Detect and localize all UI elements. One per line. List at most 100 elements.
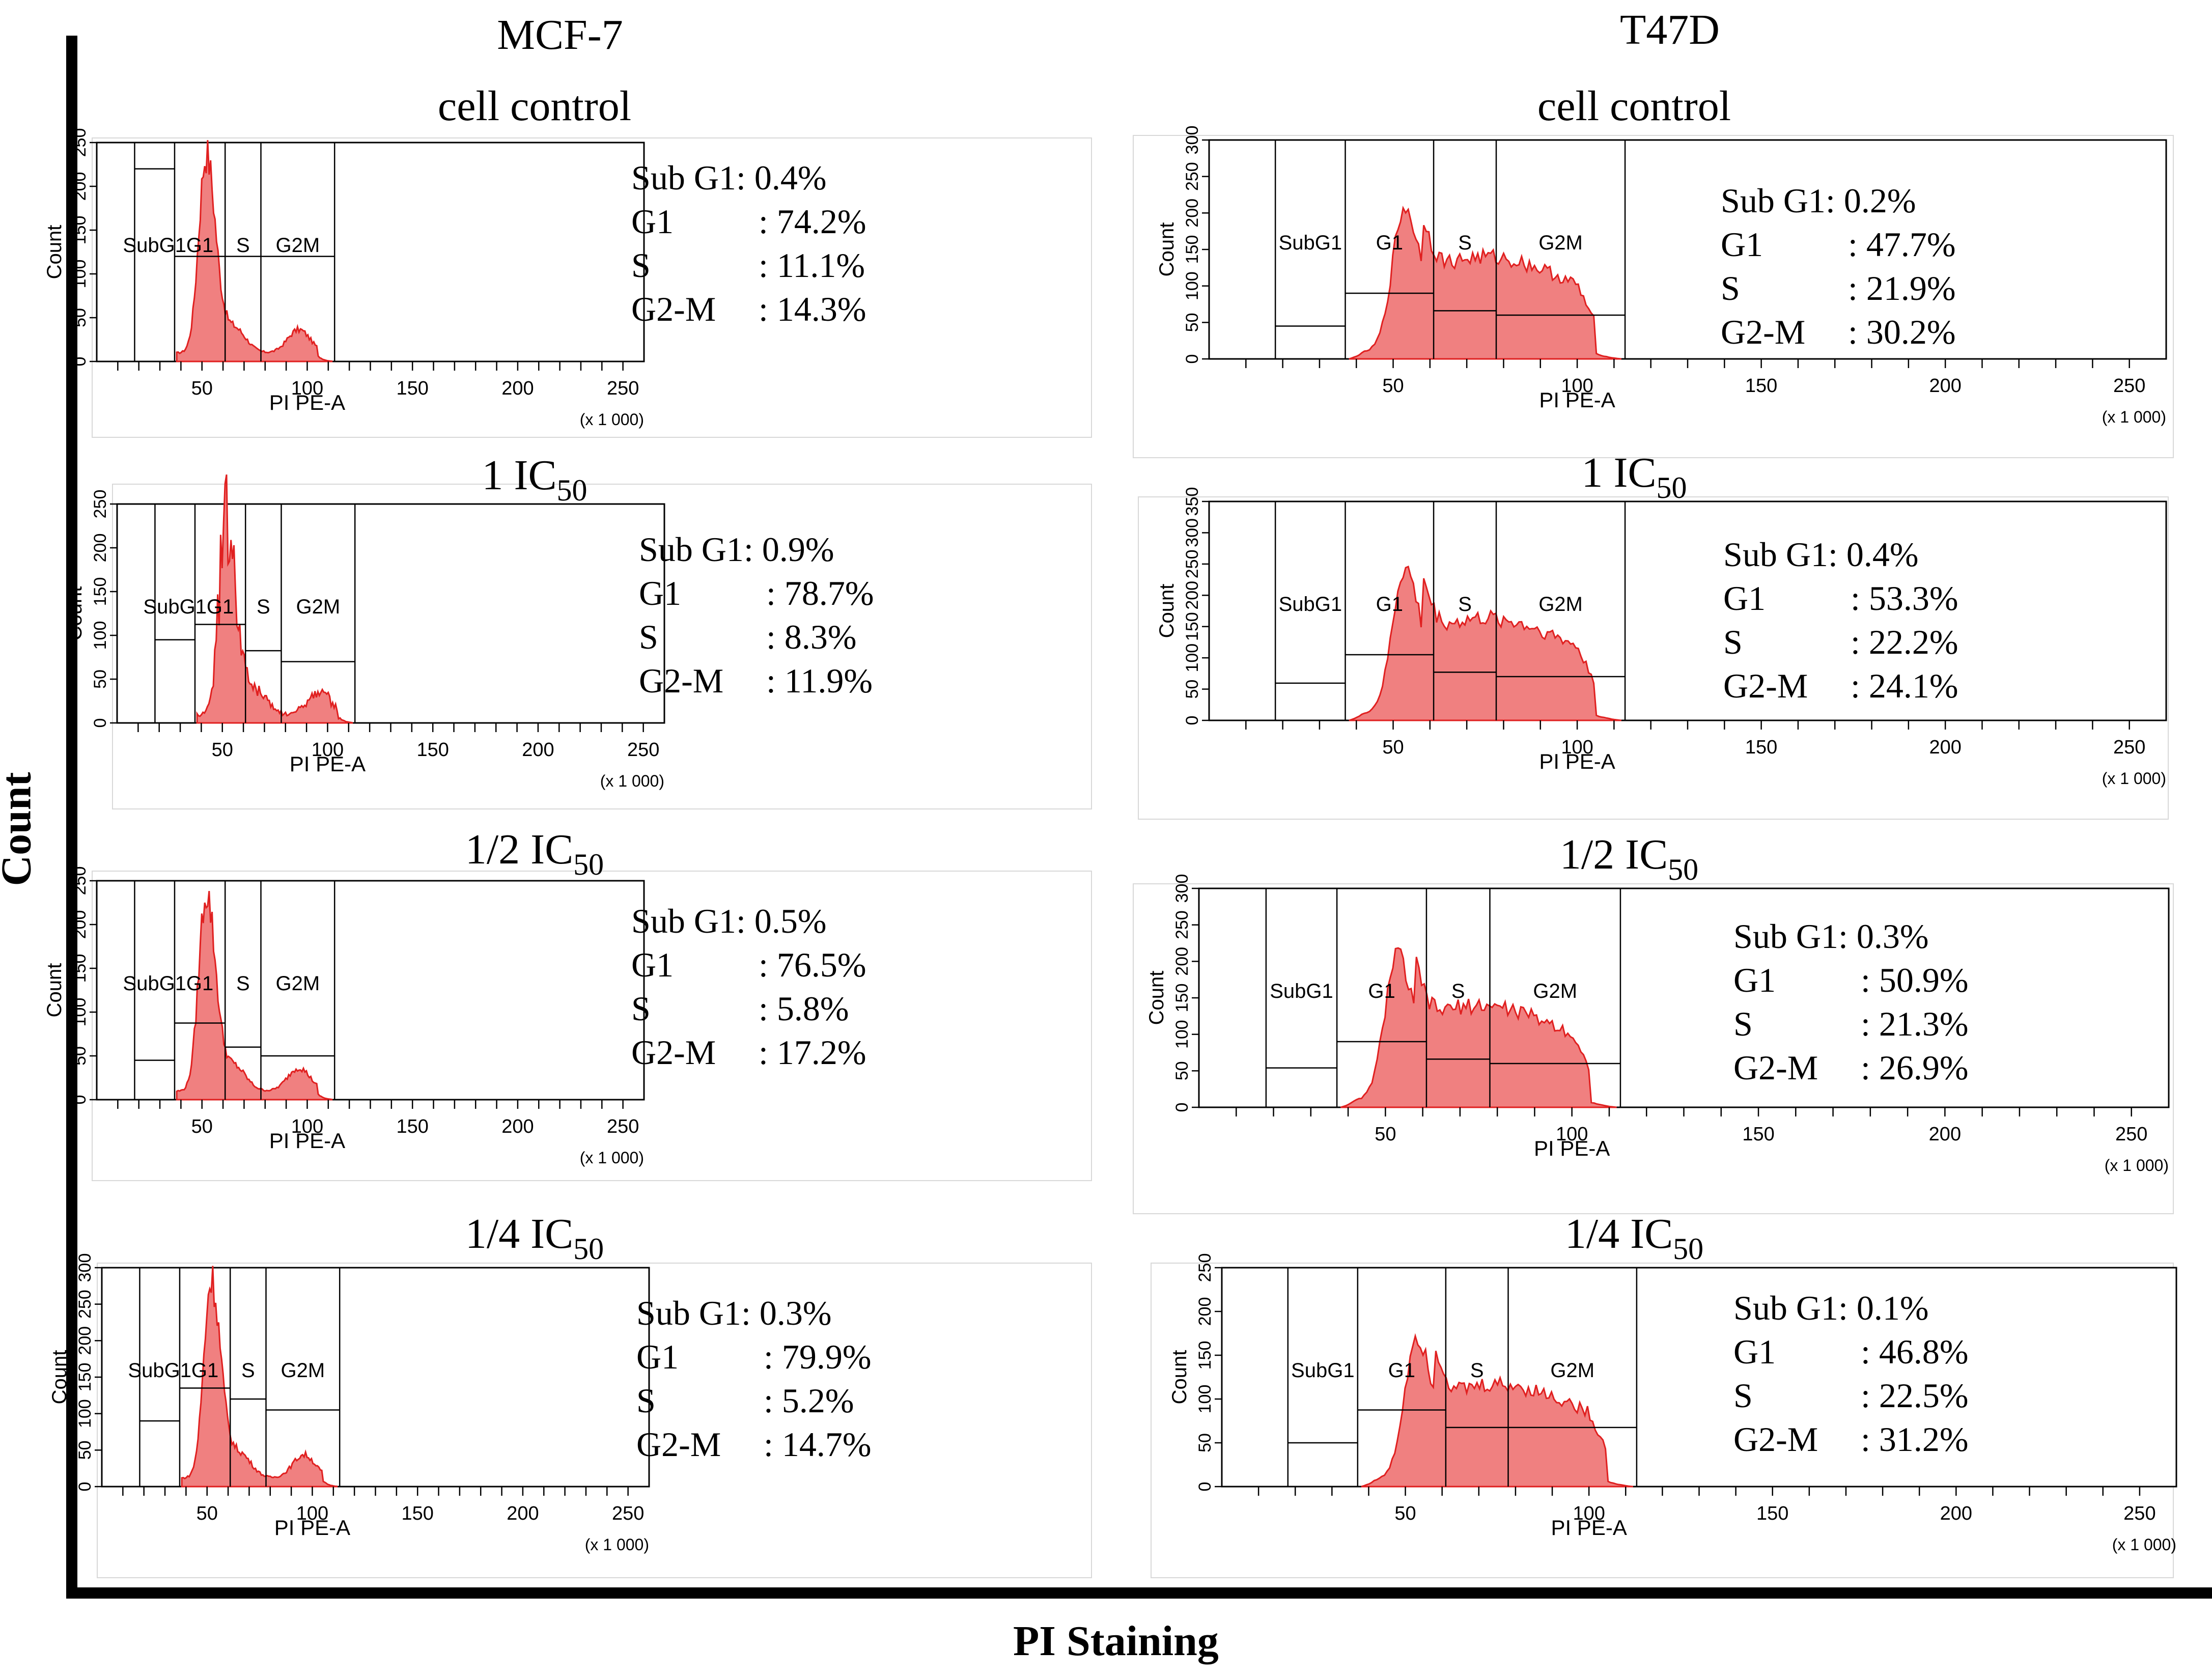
stat-label: G2-M bbox=[1723, 666, 1808, 705]
histogram-area bbox=[181, 1266, 338, 1488]
gate-label: S bbox=[1470, 1359, 1484, 1382]
condition-subscript: 50 bbox=[556, 473, 587, 507]
gate-label: S bbox=[236, 972, 250, 995]
x-tick-label: 50 bbox=[191, 378, 213, 399]
plot-area bbox=[96, 142, 645, 362]
stat-value: : 0.2% bbox=[1825, 181, 1916, 220]
y-tick-label: 50 bbox=[75, 1440, 95, 1460]
gate-label: G1 bbox=[1388, 1359, 1415, 1382]
stat-label: S bbox=[1733, 1004, 1753, 1043]
y-tick-label: 100 bbox=[1172, 1020, 1192, 1049]
figure-x-title: PI Staining bbox=[1013, 1617, 1219, 1665]
stat-label: Sub G1 bbox=[631, 902, 736, 940]
x-tick-label: 100 bbox=[1561, 737, 1593, 758]
gate-label: G2M bbox=[1550, 1359, 1594, 1382]
stat-row-sub-g1: Sub G1: 0.5% bbox=[631, 901, 866, 945]
stat-row-s: S: 8.3% bbox=[639, 617, 874, 661]
gate-label: G2M bbox=[276, 972, 320, 995]
x-axis-label: PI PE-A bbox=[1551, 1516, 1627, 1540]
phase-stats: Sub G1: 0.2% G1: 47.7% S: 21.9% G2-M: 30.2% bbox=[1721, 181, 1956, 356]
condition-subscript: 50 bbox=[573, 1232, 604, 1266]
stat-label: G1 bbox=[631, 202, 674, 241]
y-tick-label: 350 bbox=[1183, 487, 1202, 516]
stat-row-g2m: G2-M: 11.9% bbox=[639, 661, 874, 705]
x-scale-note: (x 1 000) bbox=[580, 410, 644, 429]
x-tick-label: 150 bbox=[1742, 1124, 1774, 1145]
stat-value: : 53.3% bbox=[1851, 579, 1958, 618]
stat-value: : 22.5% bbox=[1861, 1376, 1969, 1415]
condition-label: 1/2 IC50 bbox=[305, 825, 764, 882]
gate-label: S bbox=[1451, 980, 1465, 1002]
stat-label: G1 bbox=[1733, 961, 1776, 999]
y-axis-label: Count bbox=[48, 1350, 71, 1405]
y-tick-label: 250 bbox=[91, 490, 110, 519]
stat-row-s: S: 22.5% bbox=[1733, 1376, 1969, 1419]
condition-text: cell control bbox=[1537, 82, 1731, 130]
x-tick-label: 100 bbox=[1573, 1503, 1605, 1524]
stat-row-g1: G1: 46.8% bbox=[1733, 1332, 1969, 1376]
histogram-plot: SubG1 G1 S G2M 0 50 100 150 200 250 Count 50 100 150 2… bbox=[43, 128, 645, 429]
x-tick-label: 250 bbox=[607, 1116, 639, 1137]
gate-label: SubG1 bbox=[128, 1359, 191, 1382]
panel-frame bbox=[92, 137, 1092, 438]
y-tick-label: 150 bbox=[70, 954, 90, 983]
figure-y-axis-line bbox=[66, 36, 77, 1599]
y-tick-label: 0 bbox=[1172, 1103, 1192, 1112]
gate-label: SubG1 bbox=[1279, 232, 1342, 254]
y-tick-label: 50 bbox=[91, 669, 110, 689]
gate-label: S bbox=[1458, 593, 1472, 616]
y-tick-label: 250 bbox=[75, 1290, 95, 1319]
x-tick-label: 200 bbox=[1929, 1124, 1961, 1145]
condition-subscript: 50 bbox=[1656, 471, 1687, 505]
x-tick-label: 100 bbox=[1556, 1124, 1588, 1145]
x-tick-label: 150 bbox=[1745, 737, 1777, 758]
condition-label: 1/2 IC50 bbox=[1400, 830, 1858, 887]
stat-row-sub-g1: Sub G1: 0.4% bbox=[1723, 535, 1958, 578]
gate-label: G2M bbox=[1538, 232, 1583, 254]
gate-label: G2M bbox=[296, 596, 341, 618]
condition-label: 1/4 IC50 bbox=[305, 1209, 764, 1267]
stat-row-sub-g1: Sub G1: 0.1% bbox=[1733, 1288, 1969, 1332]
stat-label: G2-M bbox=[1733, 1420, 1818, 1459]
x-tick-label: 100 bbox=[291, 1116, 323, 1137]
panel-frame bbox=[1133, 135, 2174, 458]
x-tick-label: 250 bbox=[2115, 1124, 2147, 1145]
y-tick-label: 100 bbox=[1183, 644, 1202, 673]
gate-label: SubG1 bbox=[1270, 980, 1333, 1002]
stat-label: S bbox=[631, 989, 651, 1028]
x-tick-label: 50 bbox=[1375, 1124, 1396, 1145]
stat-value: : 46.8% bbox=[1861, 1332, 1969, 1371]
y-tick-label: 200 bbox=[70, 910, 90, 939]
y-tick-label: 200 bbox=[1183, 199, 1202, 228]
condition-subscript: 50 bbox=[573, 848, 604, 881]
x-tick-label: 100 bbox=[312, 739, 344, 761]
panel-frame bbox=[1133, 883, 2174, 1214]
histogram-area bbox=[1349, 205, 1621, 360]
stat-row-g2m: G2-M: 31.2% bbox=[1733, 1419, 1969, 1463]
figure-x-axis-line bbox=[66, 1587, 2212, 1599]
stat-value: : 11.1% bbox=[759, 246, 865, 285]
y-tick-label: 150 bbox=[70, 216, 90, 245]
panel-frame bbox=[1138, 496, 2169, 820]
stat-value: : 5.2% bbox=[764, 1381, 854, 1420]
gate-label: SubG1 bbox=[1279, 593, 1342, 616]
condition-text: 1/4 IC bbox=[1564, 1210, 1673, 1257]
stat-label: Sub G1 bbox=[1723, 535, 1828, 574]
histogram-area bbox=[1340, 947, 1617, 1108]
x-tick-label: 50 bbox=[1394, 1503, 1416, 1524]
histogram-plot: SubG1 G1 S G2M 0 50 100 150 200 250 300 Count 50 100 1… bbox=[1145, 874, 2170, 1175]
condition-text: cell control bbox=[437, 82, 632, 130]
y-tick-label: 100 bbox=[70, 998, 90, 1027]
x-axis-label: PI PE-A bbox=[269, 390, 345, 414]
gate-label: G1 bbox=[1376, 232, 1403, 254]
y-axis-label: Count bbox=[1156, 222, 1178, 277]
plot-area bbox=[116, 503, 665, 724]
gate-label: SubG1 bbox=[143, 596, 207, 618]
x-tick-label: 150 bbox=[396, 1116, 428, 1137]
y-tick-label: 200 bbox=[1183, 581, 1202, 610]
stat-label: G1 bbox=[1723, 579, 1766, 618]
gate-label: S bbox=[1458, 232, 1472, 254]
phase-stats: Sub G1: 0.5% G1: 76.5% S: 5.8% G2-M: 17.2% bbox=[631, 901, 866, 1076]
x-tick-label: 250 bbox=[2113, 375, 2145, 397]
